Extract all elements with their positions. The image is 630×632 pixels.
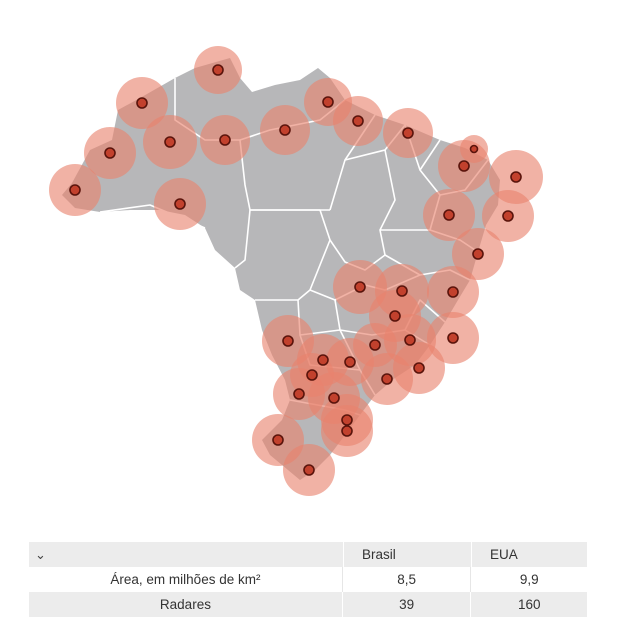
radar-site-marker	[293, 388, 305, 400]
radar-site-marker	[354, 281, 366, 293]
radar-site-marker	[322, 96, 334, 108]
cell-radares-brasil: 39	[341, 592, 471, 617]
radar-site-marker	[352, 115, 364, 127]
radar-site-layer	[69, 64, 522, 476]
radar-site-marker	[212, 64, 224, 76]
radar-site-marker	[396, 285, 408, 297]
cell-area-brasil: 8,5	[341, 567, 471, 592]
radar-site-marker	[443, 209, 455, 221]
radar-site-marker	[369, 339, 381, 351]
radar-site-marker	[104, 147, 116, 159]
radar-site-marker	[328, 392, 340, 404]
radar-site-marker	[404, 334, 416, 346]
row-label-area: Área, em milhões de km²	[110, 572, 261, 587]
radar-site-marker	[458, 160, 470, 172]
radar-site-marker	[303, 464, 315, 476]
comparison-table: ⌄ Brasil EUA Área, em milhões de km² 8,5…	[29, 542, 587, 617]
radar-site-marker	[306, 369, 318, 381]
radar-site-marker	[510, 171, 522, 183]
radar-site-marker	[472, 248, 484, 260]
radar-site-marker	[174, 198, 186, 210]
radar-site-marker	[341, 414, 353, 426]
radar-site-marker	[402, 127, 414, 139]
row-label-radares: Radares	[159, 597, 211, 612]
radar-site-marker	[164, 136, 176, 148]
radar-site-marker	[389, 310, 401, 322]
table-header-row: ⌄ Brasil EUA	[29, 542, 587, 567]
column-header-brasil: Brasil	[343, 542, 471, 567]
table-row: Área, em milhões de km² 8,5 9,9	[29, 567, 587, 592]
radar-site-marker	[381, 373, 393, 385]
table-toggle[interactable]: ⌄	[29, 547, 343, 563]
radar-site-marker	[69, 184, 81, 196]
radar-site-marker	[344, 356, 356, 368]
cell-area-eua: 9,9	[470, 567, 587, 592]
map-svg	[49, 46, 543, 496]
radar-site-marker	[341, 425, 353, 437]
radar-site-marker	[502, 210, 514, 222]
radar-site-marker	[413, 362, 425, 374]
chevron-down-icon[interactable]: ⌄	[35, 546, 46, 562]
column-header-eua: EUA	[471, 542, 587, 567]
radar-site-marker	[447, 286, 459, 298]
radar-site-marker	[279, 124, 291, 136]
table-row: Radares 39 160	[29, 592, 587, 617]
radar-site-marker	[317, 354, 329, 366]
radar-site-marker	[136, 97, 148, 109]
radar-site-marker	[282, 335, 294, 347]
radar-site-marker	[272, 434, 284, 446]
radar-site-marker	[469, 144, 479, 154]
brazil-radar-map	[49, 46, 543, 496]
radar-site-marker	[219, 134, 231, 146]
cell-radares-eua: 160	[470, 592, 587, 617]
radar-site-marker	[447, 332, 459, 344]
